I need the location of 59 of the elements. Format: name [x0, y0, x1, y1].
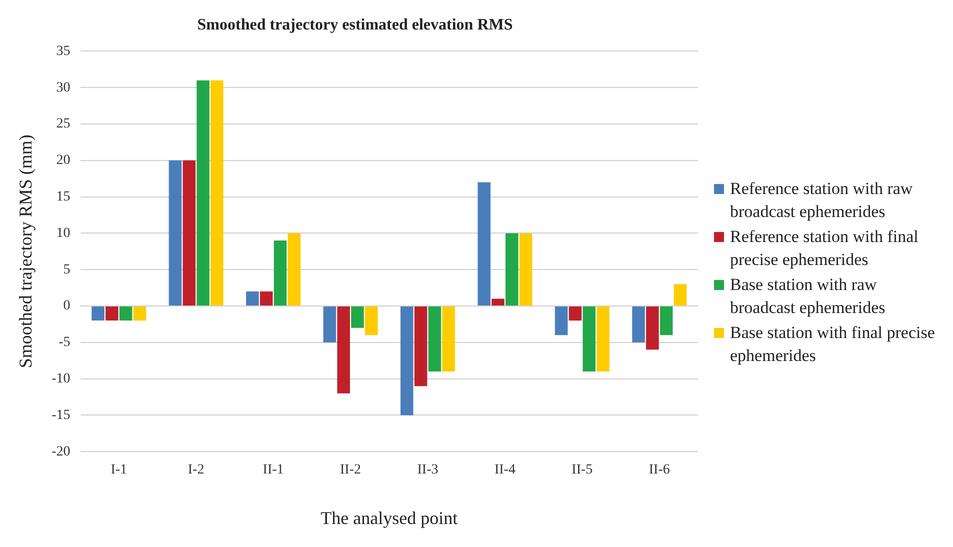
x-tick-label: II-3 [417, 462, 438, 478]
bar [646, 306, 659, 350]
y-axis-title: Smoothed trajectory RMS (mm) [16, 134, 36, 368]
chart-title: Smoothed trajectory estimated elevation RMS [197, 16, 513, 34]
x-tick-label: II-1 [262, 462, 284, 478]
bar [660, 306, 673, 336]
legend-label: Base station with final precise ephemerides [730, 322, 936, 367]
bar [364, 306, 378, 336]
bar [400, 306, 414, 416]
y-tick-label: 25 [56, 116, 70, 132]
y-tick-label: -15 [52, 408, 70, 423]
x-tick-label: II-5 [572, 462, 593, 478]
bar [442, 306, 455, 372]
bar [596, 306, 610, 372]
legend-label: Base station with raw broadcast ephemerides [730, 274, 886, 319]
x-tick-label: II-4 [494, 462, 516, 478]
bar [196, 80, 210, 306]
x-tick-label: II-2 [340, 462, 362, 478]
bar [210, 80, 224, 306]
bar [337, 306, 350, 394]
y-tick-label: 0 [63, 298, 70, 314]
bar [506, 233, 518, 306]
bar [260, 291, 273, 306]
bar [92, 306, 104, 321]
y-tick-label: 35 [56, 44, 70, 59]
bar [119, 306, 132, 321]
x-tick-label: I-1 [110, 462, 128, 478]
bar [554, 306, 568, 336]
y-tick-label: 20 [56, 153, 70, 168]
legend-label: Reference station with final precise ephemerides [730, 226, 920, 271]
x-tick-label: II-6 [648, 462, 670, 478]
bar [414, 306, 428, 386]
bar [168, 160, 182, 306]
bar [568, 306, 582, 321]
bar [478, 182, 490, 306]
legend-label: Reference station with raw broadcast ephemerides [730, 178, 914, 223]
y-tick-label: 10 [56, 226, 70, 241]
y-tick-label: -10 [52, 371, 70, 386]
y-tick-label: 5 [63, 262, 70, 278]
bar [492, 298, 504, 306]
bar [674, 284, 687, 306]
bar [246, 291, 259, 306]
bar [288, 233, 301, 306]
y-tick-label: 30 [56, 80, 70, 96]
bar [133, 306, 146, 321]
bar [582, 306, 596, 372]
bar [351, 306, 364, 328]
bar [106, 306, 118, 321]
y-tick-label: -5 [58, 335, 70, 350]
bar [323, 306, 336, 342]
bar [632, 306, 645, 342]
bar [182, 160, 196, 306]
bar [428, 306, 442, 372]
y-tick-label: 15 [56, 189, 70, 204]
x-tick-label: I-2 [188, 462, 204, 478]
bar [519, 233, 532, 306]
y-tick-label: -20 [52, 444, 70, 460]
bar [274, 240, 287, 306]
x-axis-title: The analysed point [320, 508, 458, 528]
